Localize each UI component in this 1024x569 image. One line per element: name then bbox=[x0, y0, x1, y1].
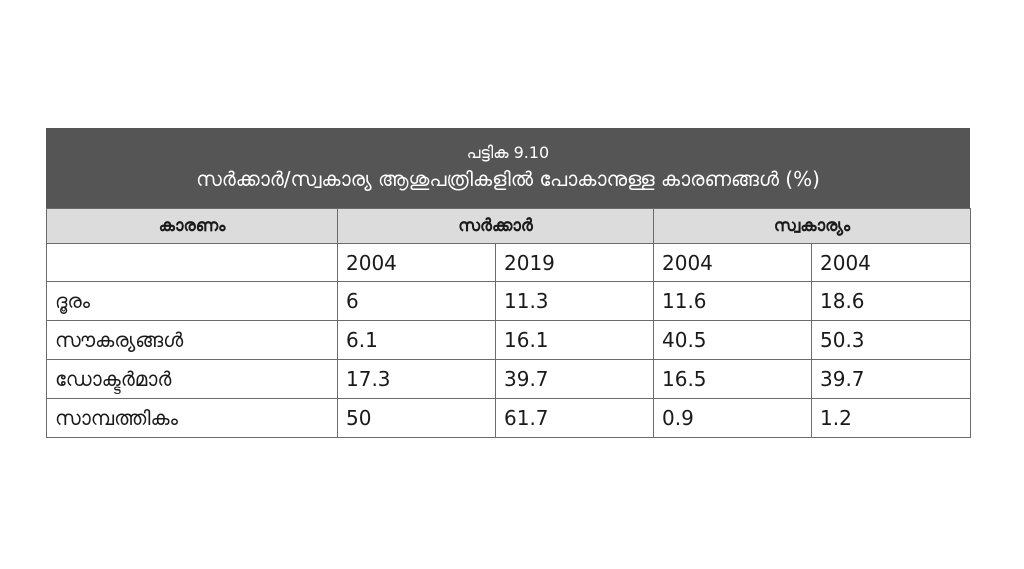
table-cell: 17.3 bbox=[337, 359, 496, 399]
table-cell: 40.5 bbox=[653, 320, 812, 360]
year-header-row: 2004 2019 2004 2004 bbox=[46, 243, 972, 282]
row-label: സാമ്പത്തികം bbox=[46, 398, 338, 438]
row-label: ഡോക്ടർമാർ bbox=[46, 359, 338, 399]
table-title: സർക്കാർ/സ്വകാര്യ ആശുപത്രികളിൽ പോകാനുള്ള … bbox=[196, 167, 820, 191]
table-cell: 0.9 bbox=[653, 398, 812, 438]
year-header-cell: 2019 bbox=[495, 243, 654, 282]
table-cell: 18.6 bbox=[810, 281, 972, 321]
table-cell: 11.6 bbox=[653, 281, 812, 321]
table-cell: 16.1 bbox=[495, 320, 654, 360]
year-header-cell: 2004 bbox=[337, 243, 496, 282]
year-header-blank bbox=[46, 243, 338, 282]
table-cell: 16.5 bbox=[653, 359, 812, 399]
header-private: സ്വകാര്യം bbox=[652, 208, 972, 244]
table-cell: 50.3 bbox=[810, 320, 972, 360]
year-header-cell: 2004 bbox=[810, 243, 972, 282]
table-header: പട്ടിക 9.10 സർക്കാർ/സ്വകാര്യ ആശുപത്രികളി… bbox=[46, 128, 970, 208]
table-row: ഡോക്ടർമാർ 17.3 39.7 16.5 39.7 bbox=[46, 359, 972, 399]
table-cell: 11.3 bbox=[495, 281, 654, 321]
table-cell: 6 bbox=[337, 281, 496, 321]
table-cell: 39.7 bbox=[495, 359, 654, 399]
data-table: പട്ടിക 9.10 സർക്കാർ/സ്വകാര്യ ആശുപത്രികളി… bbox=[46, 128, 972, 438]
table-body: കാരണം സർക്കാർ സ്വകാര്യം 2004 2019 2004 2… bbox=[46, 208, 972, 438]
header-reason: കാരണം bbox=[46, 208, 338, 244]
table-row: സാമ്പത്തികം 50 61.7 0.9 1.2 bbox=[46, 398, 972, 438]
header-government: സർക്കാർ bbox=[337, 208, 654, 244]
table-row: ദൂരം 6 11.3 11.6 18.6 bbox=[46, 281, 972, 321]
row-label: സൗകര്യങ്ങൾ bbox=[46, 320, 338, 360]
table-cell: 61.7 bbox=[495, 398, 654, 438]
table-cell: 1.2 bbox=[810, 398, 972, 438]
column-group-header: കാരണം സർക്കാർ സ്വകാര്യം bbox=[46, 208, 972, 244]
table-cell: 50 bbox=[337, 398, 496, 438]
table-number: പട്ടിക 9.10 bbox=[466, 143, 550, 162]
year-header-cell: 2004 bbox=[653, 243, 812, 282]
table-row: സൗകര്യങ്ങൾ 6.1 16.1 40.5 50.3 bbox=[46, 320, 972, 360]
table-cell: 6.1 bbox=[337, 320, 496, 360]
row-label: ദൂരം bbox=[46, 281, 338, 321]
table-cell: 39.7 bbox=[810, 359, 972, 399]
